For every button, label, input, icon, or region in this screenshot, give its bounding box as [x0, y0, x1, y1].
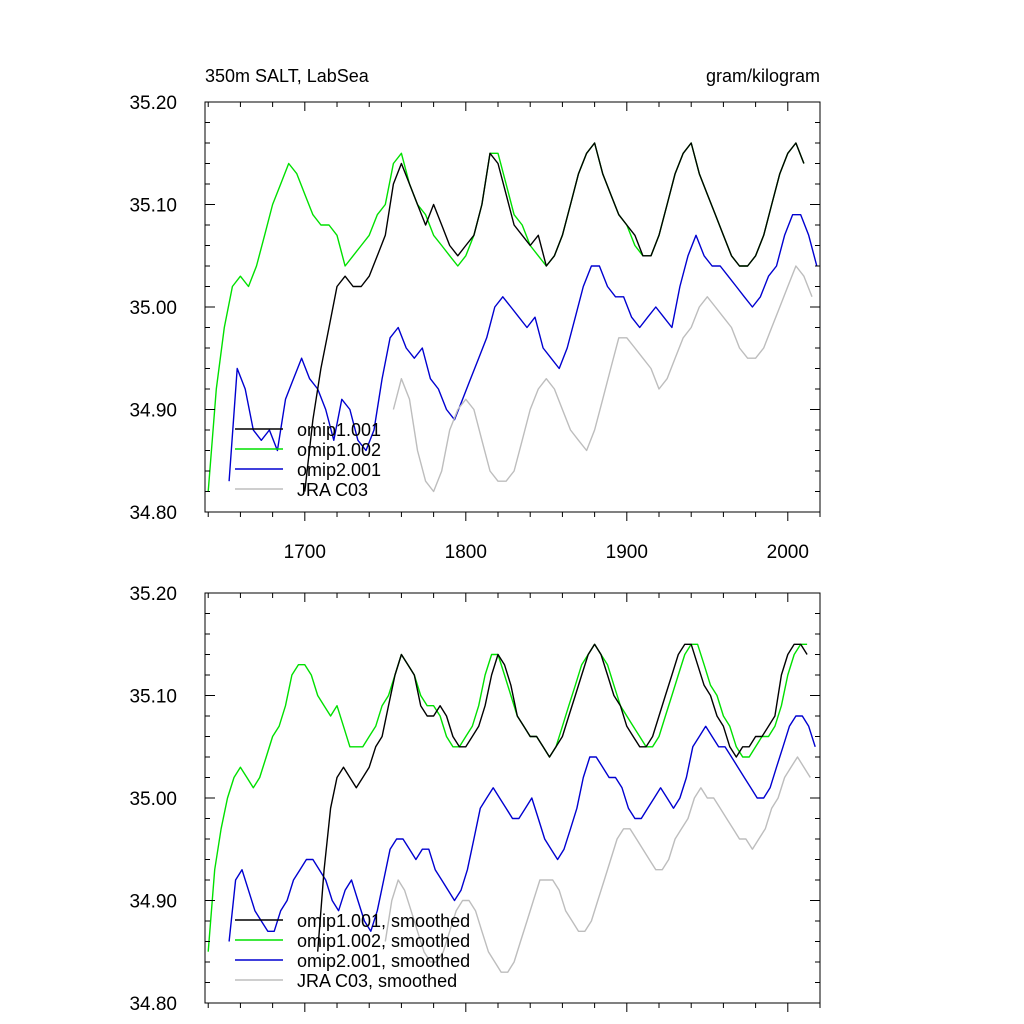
- y-tick-label: 35.10: [129, 196, 177, 217]
- y-tick-label: 35.00: [129, 298, 177, 319]
- legend-label: JRA C03, smoothed: [297, 971, 457, 991]
- chart-title: 350m SALT, LabSea: [205, 66, 370, 86]
- legend-label: omip1.002, smoothed: [297, 931, 470, 951]
- y-tick-label: 35.10: [129, 687, 177, 708]
- legend-label: JRA C03: [297, 480, 368, 500]
- legend-label: omip1.001: [297, 420, 381, 440]
- y-tick-label: 34.80: [129, 994, 177, 1015]
- series-group: [207, 142, 818, 493]
- x-tick-label: 1800: [445, 542, 487, 563]
- x-tick-label: 1900: [606, 542, 648, 563]
- y-tick-label: 34.90: [129, 401, 177, 422]
- legend-label: omip1.002: [297, 440, 381, 460]
- legend-label: omip2.001, smoothed: [297, 951, 470, 971]
- series-line-3: [228, 213, 818, 482]
- y-tick-label: 35.00: [129, 789, 177, 810]
- y-tick-label: 34.90: [129, 892, 177, 913]
- series-line-4: [392, 265, 813, 493]
- y-tick-label: 34.80: [129, 503, 177, 524]
- y-tick-label: 35.20: [129, 584, 177, 605]
- units-label: gram/kilogram: [706, 66, 820, 86]
- series-group: [207, 643, 816, 973]
- series-line-1: [317, 643, 808, 952]
- x-tick-label: 1700: [284, 542, 326, 563]
- series-line-4: [384, 756, 811, 973]
- panel-1: 34.80 34.90 35.00 35.10 35.20 1700 1800 1900 200…: [129, 66, 821, 563]
- series-line-3: [228, 715, 816, 942]
- x-tick-label: 2000: [767, 542, 809, 563]
- y-tick-label: 35.20: [129, 93, 177, 114]
- series-line-1: [304, 142, 805, 492]
- series-line-2: [207, 643, 808, 952]
- panel-2: 34.80 34.90 35.00 35.10 35.20 omip1.001, smoo…: [129, 584, 821, 1015]
- legend-label: omip1.001, smoothed: [297, 911, 470, 931]
- legend-label: omip2.001: [297, 460, 381, 480]
